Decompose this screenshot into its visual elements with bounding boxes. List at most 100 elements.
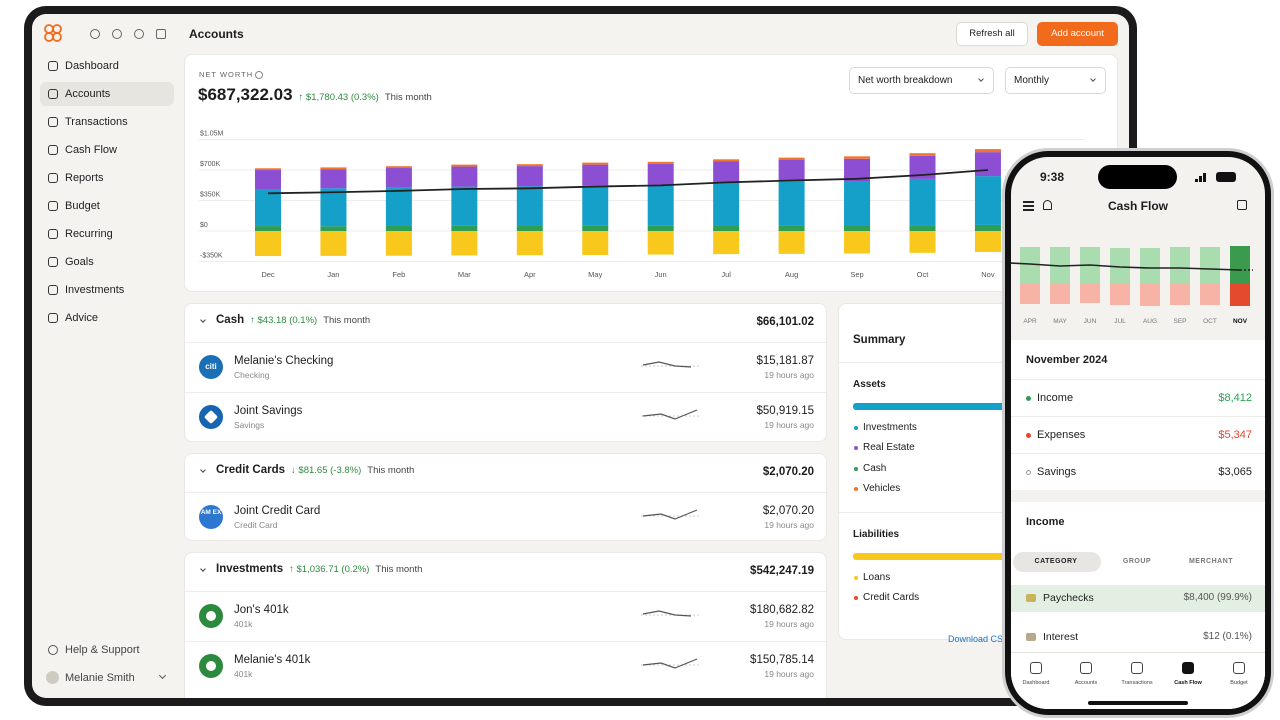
tab-bar: Dashboard Accounts Transactions Cash Flow Bu… xyxy=(1011,652,1265,709)
category-label[interactable]: Interest xyxy=(1043,631,1079,643)
income-bar xyxy=(1170,247,1190,283)
bar-segment xyxy=(713,225,740,232)
month-title: November 2024 xyxy=(1026,354,1108,366)
account-type: Checking xyxy=(234,370,270,380)
income-bar xyxy=(1230,246,1250,283)
nav-item[interactable]: Recurring xyxy=(65,228,113,240)
add-account-button[interactable]: Add account xyxy=(1037,22,1118,46)
bell-icon[interactable] xyxy=(1043,200,1052,210)
group-chevron[interactable] xyxy=(200,467,206,473)
dropdown[interactable]: Monthly xyxy=(1005,67,1106,94)
group-name: Credit Cards xyxy=(216,464,286,476)
nav-item[interactable]: Goals xyxy=(65,256,94,268)
total-dot xyxy=(1026,433,1031,438)
logo-mark xyxy=(203,409,219,425)
tab-label[interactable]: Transactions xyxy=(1121,680,1153,686)
bar-segment xyxy=(255,231,281,257)
tab-icon[interactable] xyxy=(1030,662,1042,674)
legend-label: Credit Cards xyxy=(863,592,920,603)
nav-item[interactable]: Advice xyxy=(65,312,99,324)
bar-segment xyxy=(778,159,805,182)
bar-segment xyxy=(320,188,347,227)
tab-icon[interactable] xyxy=(1080,662,1092,674)
total-value: $3,065 xyxy=(1218,466,1252,478)
nav-item[interactable]: Cash Flow xyxy=(65,144,117,156)
selected-row-bg xyxy=(1011,585,1265,612)
nav-item[interactable]: Dashboard xyxy=(65,60,119,72)
tab-label[interactable]: Dashboard xyxy=(1022,680,1050,686)
bar-segment xyxy=(320,167,347,170)
expense-bar xyxy=(1020,283,1040,304)
nav-item[interactable]: Budget xyxy=(65,200,100,212)
sparkline xyxy=(641,509,699,520)
bar-segment xyxy=(974,176,1001,225)
total-dot xyxy=(1026,470,1031,475)
x-tick-label: Mar xyxy=(458,270,471,279)
account-name[interactable]: Melanie's 401k xyxy=(234,654,311,666)
row-divider xyxy=(185,342,826,343)
nav-item[interactable]: Accounts xyxy=(65,88,111,100)
nav-icon xyxy=(48,285,58,295)
download-link[interactable]: Download CSV xyxy=(948,634,1010,644)
income-bar xyxy=(1110,248,1130,283)
account-name[interactable]: Jon's 401k xyxy=(234,604,289,616)
expense-bar xyxy=(1230,283,1250,306)
savings-line xyxy=(1011,262,1241,271)
account-name[interactable]: Melanie's Checking xyxy=(234,355,334,367)
x-tick-label: Oct xyxy=(917,270,930,279)
toolbar-icon[interactable] xyxy=(112,29,122,39)
bar-segment xyxy=(451,166,478,187)
calendar-icon[interactable] xyxy=(1237,200,1247,210)
nav-item[interactable]: Reports xyxy=(65,172,104,184)
total-label: Expenses xyxy=(1037,429,1086,441)
phone-frame: 9:38 Cash Flow APR MAY JUN JUL AUG SEP OCT NOV Nov… xyxy=(1002,148,1274,718)
nav-icon xyxy=(48,145,58,155)
bar-segment xyxy=(516,186,543,226)
total-value: $8,412 xyxy=(1218,392,1252,404)
bar-segment xyxy=(844,225,871,232)
bar-segment xyxy=(582,164,609,186)
tab-icon[interactable] xyxy=(1182,662,1194,674)
battery xyxy=(1216,172,1236,182)
tab-label[interactable]: Accounts xyxy=(1074,680,1098,686)
tab[interactable]: CATEGORY xyxy=(1034,558,1078,565)
account-name[interactable]: Joint Savings xyxy=(234,405,303,417)
group-chevron[interactable] xyxy=(200,566,206,572)
tab[interactable]: MERCHANT xyxy=(1188,558,1234,565)
group-chevron[interactable] xyxy=(200,317,206,323)
account-group-card: Cash ↑ $43.18 (0.1%) This month $66,101.02 c… xyxy=(184,303,827,442)
menu-line[interactable] xyxy=(1023,201,1034,203)
menu-line[interactable] xyxy=(1023,209,1034,211)
tab[interactable]: GROUP xyxy=(1122,558,1152,565)
menu-line[interactable] xyxy=(1023,205,1034,207)
nav-active-bg xyxy=(40,82,174,106)
total-label: Savings xyxy=(1037,466,1077,478)
dropdown[interactable]: Net worth breakdown xyxy=(849,67,994,94)
bar-segment xyxy=(713,161,740,183)
toolbar-icon[interactable] xyxy=(90,29,100,39)
nav-icon xyxy=(48,89,58,99)
tab-label[interactable]: Cash Flow xyxy=(1174,680,1202,686)
bar-segment xyxy=(385,225,412,232)
tab-icon[interactable] xyxy=(1131,662,1143,674)
nav-item[interactable]: Investments xyxy=(65,284,125,296)
account-type: Savings xyxy=(234,420,265,430)
help-link[interactable]: Help & Support xyxy=(65,644,140,656)
legend-label: Vehicles xyxy=(863,482,901,494)
income-bar xyxy=(1200,247,1220,283)
account-type: Credit Card xyxy=(234,520,278,530)
toolbar-icon[interactable] xyxy=(134,29,144,39)
nav-item[interactable]: Transactions xyxy=(65,116,128,128)
bar-segment xyxy=(909,178,936,226)
bar-segment xyxy=(516,166,543,187)
tab-label[interactable]: Budget xyxy=(1230,680,1248,686)
bar-segment xyxy=(844,231,871,254)
category-label[interactable]: Paychecks xyxy=(1043,592,1094,604)
refresh-button[interactable]: Refresh all xyxy=(956,22,1028,46)
account-logo: citi xyxy=(199,355,223,379)
tab-icon[interactable] xyxy=(1233,662,1245,674)
account-name[interactable]: Joint Credit Card xyxy=(234,505,321,517)
toolbar-icon[interactable] xyxy=(156,29,166,39)
net-worth-value: $687,322.03 xyxy=(198,85,293,104)
user-name[interactable]: Melanie Smith xyxy=(65,672,135,684)
